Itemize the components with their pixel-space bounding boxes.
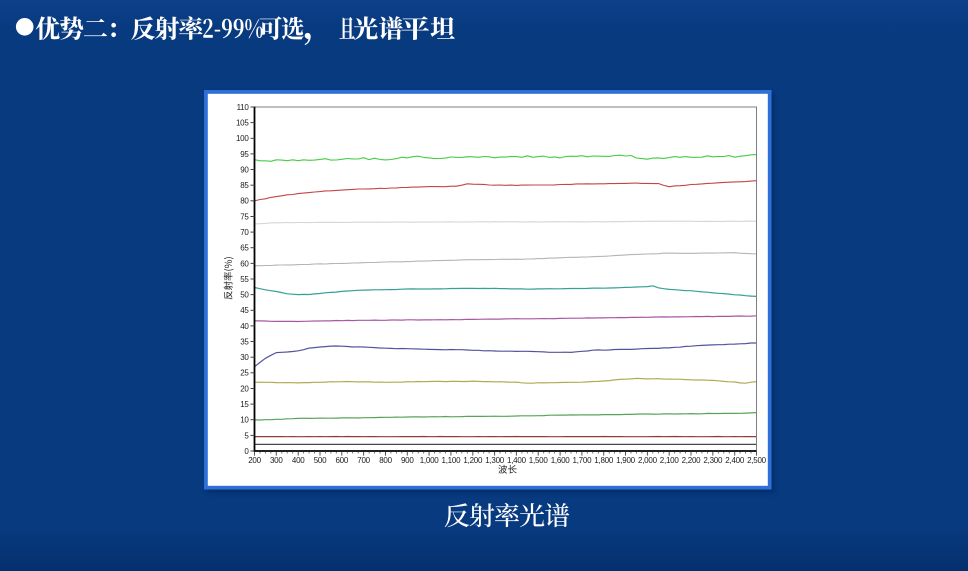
svg-text:2,300: 2,300 <box>703 456 723 465</box>
svg-text:1,200: 1,200 <box>463 456 483 465</box>
svg-text:2,200: 2,200 <box>682 456 702 465</box>
svg-text:1,600: 1,600 <box>551 456 571 465</box>
svg-text:1,900: 1,900 <box>616 456 636 465</box>
svg-text:50: 50 <box>240 291 249 300</box>
svg-text:600: 600 <box>335 456 348 465</box>
svg-text:10: 10 <box>240 416 249 425</box>
svg-text:55: 55 <box>240 275 249 284</box>
svg-text:700: 700 <box>357 456 370 465</box>
svg-text:2,100: 2,100 <box>660 456 680 465</box>
svg-text:1,500: 1,500 <box>529 456 549 465</box>
svg-text:2,400: 2,400 <box>725 456 745 465</box>
svg-text:95: 95 <box>240 150 249 159</box>
svg-text:5: 5 <box>244 431 249 440</box>
svg-text:0: 0 <box>244 447 249 456</box>
svg-text:1,700: 1,700 <box>573 456 593 465</box>
svg-text:65: 65 <box>240 244 249 253</box>
svg-text:1,300: 1,300 <box>485 456 505 465</box>
svg-text:900: 900 <box>401 456 414 465</box>
svg-text:35: 35 <box>240 337 249 346</box>
svg-text:1,800: 1,800 <box>594 456 614 465</box>
svg-text:100: 100 <box>236 134 249 143</box>
svg-text:75: 75 <box>240 212 249 221</box>
svg-text:1,000: 1,000 <box>420 456 440 465</box>
svg-text:20: 20 <box>240 384 249 393</box>
svg-text:70: 70 <box>240 228 249 237</box>
svg-text:105: 105 <box>236 119 249 128</box>
svg-text:85: 85 <box>240 181 249 190</box>
svg-text:25: 25 <box>240 369 249 378</box>
svg-text:90: 90 <box>240 165 249 174</box>
svg-text:40: 40 <box>240 322 249 331</box>
svg-text:400: 400 <box>292 456 305 465</box>
svg-text:60: 60 <box>240 259 249 268</box>
svg-text:300: 300 <box>270 456 283 465</box>
svg-text:200: 200 <box>248 456 261 465</box>
svg-text:2,500: 2,500 <box>747 456 767 465</box>
svg-text:80: 80 <box>240 197 249 206</box>
svg-text:800: 800 <box>379 456 392 465</box>
svg-text:500: 500 <box>314 456 327 465</box>
svg-text:1,100: 1,100 <box>442 456 462 465</box>
svg-text:2,000: 2,000 <box>638 456 658 465</box>
svg-text:1,400: 1,400 <box>507 456 527 465</box>
svg-text:30: 30 <box>240 353 249 362</box>
svg-text:110: 110 <box>237 103 250 112</box>
svg-text:15: 15 <box>240 400 249 409</box>
svg-text:45: 45 <box>240 306 249 315</box>
